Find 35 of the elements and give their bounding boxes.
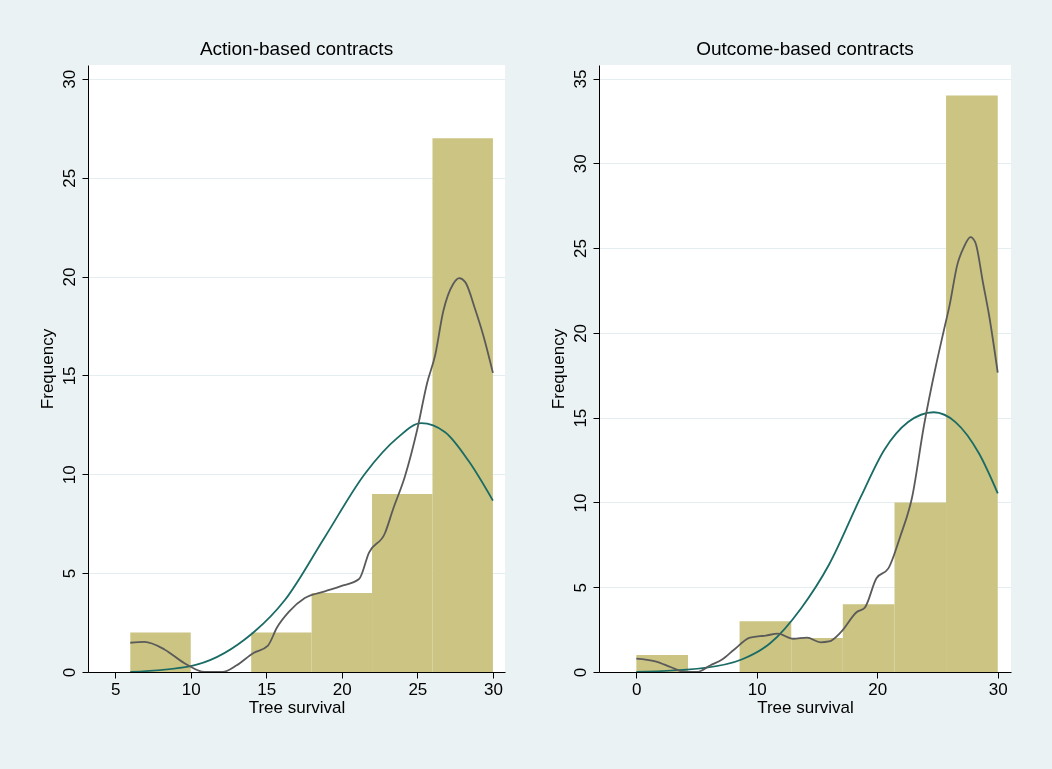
y-tick-label: 25 — [570, 239, 590, 259]
y-tick-label: 0 — [59, 667, 79, 678]
y-tick-label: 20 — [59, 267, 79, 287]
y-tick-label: 30 — [59, 69, 79, 89]
y-axis-title: Frequency — [37, 328, 57, 410]
x-tick-label: 10 — [747, 679, 767, 699]
y-tick-label: 15 — [570, 408, 590, 428]
line-series — [129, 277, 494, 672]
y-tick-label: 20 — [570, 323, 590, 343]
line-series — [129, 422, 494, 672]
x-tick-label: 30 — [483, 679, 503, 699]
x-tick-label: 25 — [408, 679, 428, 699]
y-tick-label: 0 — [570, 667, 590, 678]
y-tick-label: 15 — [59, 366, 79, 386]
x-tick-label: 20 — [332, 679, 352, 699]
y-tick-label: 25 — [59, 168, 79, 188]
y-tick-label: 10 — [570, 493, 590, 513]
y-tick-label: 10 — [59, 465, 79, 485]
x-axis-title: Tree survival — [248, 697, 346, 717]
y-axis-title: Frequency — [548, 328, 568, 410]
y-tick-label: 5 — [59, 568, 79, 579]
x-tick-label: 0 — [632, 679, 642, 699]
x-tick-label: 5 — [110, 679, 121, 699]
y-tick-label: 5 — [570, 582, 590, 593]
x-axis-title: Tree survival — [757, 697, 854, 717]
y-tick-label: 35 — [570, 69, 590, 89]
y-tick-label: 30 — [570, 154, 590, 174]
x-tick-label: 10 — [181, 679, 201, 699]
x-tick-label: 15 — [257, 679, 277, 699]
x-tick-label: 30 — [988, 679, 1008, 699]
line-series — [635, 236, 999, 672]
chart-title: Outcome-based contracts — [696, 38, 914, 59]
line-series — [635, 411, 999, 672]
chart-title: Action-based contracts — [199, 38, 394, 59]
x-tick-label: 20 — [868, 679, 888, 699]
